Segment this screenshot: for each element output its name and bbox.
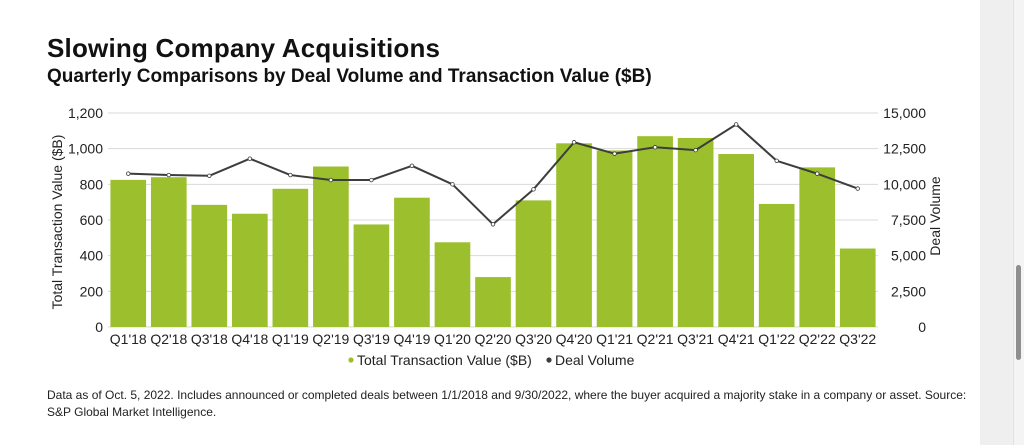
deal-volume-point: [693, 147, 698, 153]
deal-volume-point: [126, 171, 131, 176]
bar: [353, 224, 390, 327]
legend-line-label: Deal Volume: [555, 352, 635, 368]
y2-tick-label: 2,500: [891, 283, 926, 299]
combo-chart: 0 200 400 600 800 1,000 1,200 0 2,500 5,000 7,500…: [49, 105, 943, 368]
x-tick-label: Q3'21: [677, 331, 714, 347]
y-tick-label: 800: [80, 176, 104, 192]
bar: [475, 277, 511, 327]
x-tick-label: Q1'18: [110, 331, 147, 347]
deal-volume-point: [207, 173, 212, 178]
deal-volume-point: [409, 163, 415, 168]
x-tick-label: Q3'22: [839, 331, 876, 347]
left-axis-ticks: 0 200 400 600 800 1,000 1,200: [68, 105, 103, 335]
deal-volume-point: [247, 156, 253, 161]
legend-line-marker: [546, 357, 552, 363]
deal-volume-point: [612, 151, 617, 156]
y2-axis-title: Deal Volume: [927, 176, 943, 256]
bar: [110, 179, 147, 327]
x-tick-label: Q4'21: [718, 331, 755, 347]
x-tick-label: Q1'19: [272, 331, 309, 347]
scrollbar-track[interactable]: [1013, 0, 1024, 445]
deal-volume-line: [126, 122, 860, 227]
bar: [394, 197, 430, 327]
x-tick-label: Q1'21: [596, 331, 633, 347]
x-tick-label: Q3'20: [515, 331, 552, 347]
x-tick-label: Q2'20: [475, 331, 512, 347]
deal-volume-point: [166, 172, 171, 178]
y-tick-label: 0: [95, 319, 103, 335]
bar: [596, 150, 633, 327]
bar: [191, 204, 228, 327]
y-tick-label: 400: [80, 248, 104, 264]
bar: [677, 137, 714, 327]
legend: Total Transaction Value ($B) Deal Volume: [348, 352, 635, 368]
bar: [718, 154, 754, 327]
deal-volume-point: [733, 122, 739, 127]
y2-tick-label: 7,500: [891, 212, 926, 228]
bar: [150, 177, 187, 327]
deal-volume-point: [571, 140, 577, 145]
x-tick-label: Q2'19: [312, 331, 349, 347]
bar: [272, 188, 309, 327]
y2-tick-label: 12,500: [883, 141, 926, 157]
x-tick-label: Q2'22: [799, 331, 836, 347]
bar: [515, 200, 552, 327]
bar: [758, 203, 795, 327]
y2-tick-label: 15,000: [883, 105, 926, 121]
bar: [556, 143, 592, 327]
bar: [839, 248, 876, 327]
deal-volume-point: [855, 186, 860, 191]
x-tick-label: Q3'18: [191, 331, 228, 347]
y-tick-label: 600: [80, 212, 104, 228]
y-axis-title: Total Transaction Value ($B): [49, 135, 65, 310]
legend-bar-marker: [348, 357, 354, 363]
deal-volume-point: [652, 145, 658, 150]
chart-subtitle: Quarterly Comparisons by Deal Volume and…: [47, 66, 652, 87]
x-tick-label: Q4'20: [556, 331, 593, 347]
bars: [110, 136, 876, 327]
x-axis-ticks: Q1'18 Q2'18 Q3'18 Q4'18 Q1'19 Q2'19 Q3'19 Q4'19…: [110, 331, 877, 347]
bar: [434, 242, 471, 327]
y-tick-label: 1,000: [68, 141, 103, 157]
y-tick-label: 1,200: [68, 105, 103, 121]
chart-title: Slowing Company Acquisitions: [47, 33, 441, 63]
y2-tick-label: 10,000: [883, 176, 926, 192]
deal-volume-point: [531, 187, 536, 192]
y2-tick-label: 0: [918, 319, 926, 335]
bar: [799, 167, 836, 327]
bar: [313, 166, 349, 327]
x-tick-label: Q2'18: [150, 331, 187, 347]
x-tick-label: Q1'22: [758, 331, 795, 347]
deal-volume-point: [774, 158, 779, 163]
deal-volume-point: [450, 182, 455, 187]
bar: [637, 136, 673, 327]
scrollbar-thumb[interactable]: [1016, 265, 1021, 360]
deal-volume-point: [328, 177, 334, 183]
legend-bar-label: Total Transaction Value ($B): [357, 352, 532, 368]
x-tick-label: Q2'21: [637, 331, 674, 347]
bar: [232, 213, 268, 327]
deal-volume-point: [369, 177, 374, 183]
y-tick-label: 200: [80, 283, 104, 299]
x-tick-label: Q4'18: [231, 331, 268, 347]
right-axis-ticks: 0 2,500 5,000 7,500 10,000 12,500 15,000: [883, 105, 926, 335]
chart-card: Slowing Company Acquisitions Quarterly C…: [0, 0, 980, 445]
deal-volume-point: [490, 222, 496, 227]
deal-volume-point: [815, 171, 820, 176]
y2-tick-label: 5,000: [891, 248, 926, 264]
deal-volume-point: [288, 172, 293, 178]
footnote: Data as of Oct. 5, 2022. Includes announ…: [47, 388, 967, 419]
x-tick-label: Q3'19: [353, 331, 390, 347]
x-tick-label: Q1'20: [434, 331, 471, 347]
x-tick-label: Q4'19: [393, 331, 430, 347]
